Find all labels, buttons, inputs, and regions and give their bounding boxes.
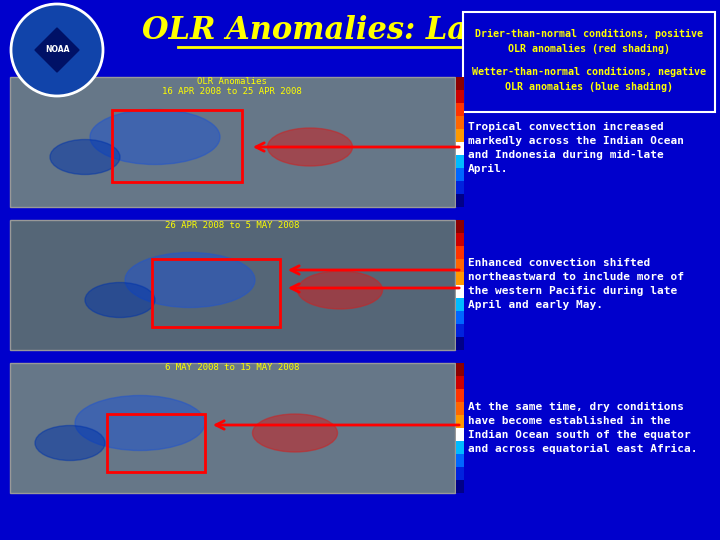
- Text: 26 APR 2008 to 5 MAY 2008: 26 APR 2008 to 5 MAY 2008: [165, 220, 300, 230]
- Text: Enhanced convection shifted
northeastward to include more of
the western Pacific: Enhanced convection shifted northeastwar…: [468, 258, 684, 310]
- Bar: [456, 376, 464, 389]
- Bar: [456, 389, 464, 402]
- Text: Tropical convection increased
markedly across the Indian Ocean
and Indonesia dur: Tropical convection increased markedly a…: [468, 122, 684, 174]
- Bar: [456, 428, 464, 441]
- Bar: [456, 285, 464, 298]
- Bar: [456, 194, 464, 207]
- Bar: [456, 363, 464, 376]
- Ellipse shape: [297, 271, 382, 309]
- Bar: [456, 77, 464, 90]
- Bar: [456, 246, 464, 259]
- Bar: [456, 337, 464, 350]
- Bar: [456, 311, 464, 324]
- Text: At the same time, dry conditions
have become established in the
Indian Ocean sou: At the same time, dry conditions have be…: [468, 402, 698, 454]
- Bar: [10, 220, 455, 350]
- Ellipse shape: [75, 395, 205, 450]
- Bar: [456, 129, 464, 142]
- Text: 6 MAY 2008 to 15 MAY 2008: 6 MAY 2008 to 15 MAY 2008: [165, 363, 300, 373]
- Bar: [456, 272, 464, 285]
- Bar: [456, 103, 464, 116]
- Bar: [456, 298, 464, 311]
- Bar: [456, 181, 464, 194]
- Bar: [456, 142, 464, 155]
- Ellipse shape: [253, 414, 338, 452]
- Text: 16 APR 2008 to 25 APR 2008: 16 APR 2008 to 25 APR 2008: [162, 87, 302, 97]
- Polygon shape: [35, 28, 79, 72]
- Bar: [456, 155, 464, 168]
- Bar: [456, 324, 464, 337]
- Bar: [10, 77, 455, 207]
- Ellipse shape: [50, 139, 120, 174]
- Bar: [456, 116, 464, 129]
- Ellipse shape: [125, 253, 255, 307]
- Bar: [456, 90, 464, 103]
- Bar: [152, 259, 280, 327]
- Text: OLR Anomalies: OLR Anomalies: [197, 78, 267, 86]
- Text: Wetter-than-normal conditions, negative: Wetter-than-normal conditions, negative: [472, 67, 706, 77]
- Bar: [10, 363, 455, 493]
- Bar: [463, 12, 715, 112]
- Bar: [456, 467, 464, 480]
- Bar: [112, 110, 242, 182]
- Text: NOAA: NOAA: [45, 45, 69, 55]
- Ellipse shape: [90, 110, 220, 165]
- Bar: [456, 259, 464, 272]
- Bar: [456, 402, 464, 415]
- Bar: [456, 220, 464, 233]
- Bar: [107, 414, 205, 472]
- Text: OLR Anomalies: Last 30 days: OLR Anomalies: Last 30 days: [142, 15, 638, 45]
- Bar: [456, 480, 464, 493]
- Bar: [456, 441, 464, 454]
- Text: Drier-than-normal conditions, positive: Drier-than-normal conditions, positive: [475, 29, 703, 39]
- Text: OLR anomalies (red shading): OLR anomalies (red shading): [508, 44, 670, 54]
- Bar: [456, 168, 464, 181]
- Ellipse shape: [85, 282, 155, 318]
- Bar: [456, 415, 464, 428]
- Ellipse shape: [35, 426, 105, 461]
- Text: OLR anomalies (blue shading): OLR anomalies (blue shading): [505, 82, 673, 92]
- Circle shape: [11, 4, 103, 96]
- Bar: [456, 454, 464, 467]
- Ellipse shape: [268, 128, 353, 166]
- Bar: [456, 233, 464, 246]
